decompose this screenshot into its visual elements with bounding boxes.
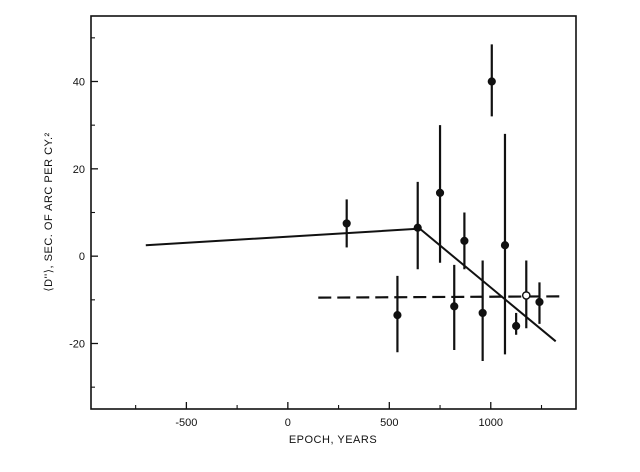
data-point	[450, 302, 459, 311]
y-tick-label: 0	[79, 251, 85, 263]
y-axis-title: ⟨D''⟩, SEC. OF ARC PER CY.²	[43, 132, 55, 291]
x-tick-label: 0	[285, 417, 291, 429]
minor-ticks	[91, 37, 543, 409]
data-point	[500, 241, 510, 250]
data-point	[413, 223, 422, 232]
data-point	[435, 188, 445, 197]
x-tick-label: 1000	[479, 417, 503, 429]
data-point	[535, 297, 544, 307]
y-tick-label: -20	[69, 339, 85, 351]
data-point	[487, 77, 496, 86]
dashed-reference-line	[318, 295, 560, 299]
data-point	[342, 219, 351, 228]
tick-labels: -500 0 500 1000 40 20 0 -20	[69, 77, 503, 430]
data-point	[460, 236, 469, 245]
x-tick-label: 500	[380, 417, 398, 429]
data-point	[393, 311, 402, 320]
y-tick-label: 20	[73, 164, 85, 176]
y-tick-label: 40	[73, 77, 85, 89]
plot-frame	[90, 15, 577, 410]
x-tick-label: -500	[175, 417, 197, 429]
x-axis-title: EPOCH, YEARS	[289, 434, 377, 446]
data-point-open	[521, 291, 531, 300]
solid-fit-line	[145, 227, 557, 343]
data-point	[478, 308, 487, 318]
fit-lines	[145, 227, 560, 343]
data-point	[512, 321, 521, 331]
major-ticks	[91, 80, 492, 409]
data-points	[342, 44, 544, 361]
